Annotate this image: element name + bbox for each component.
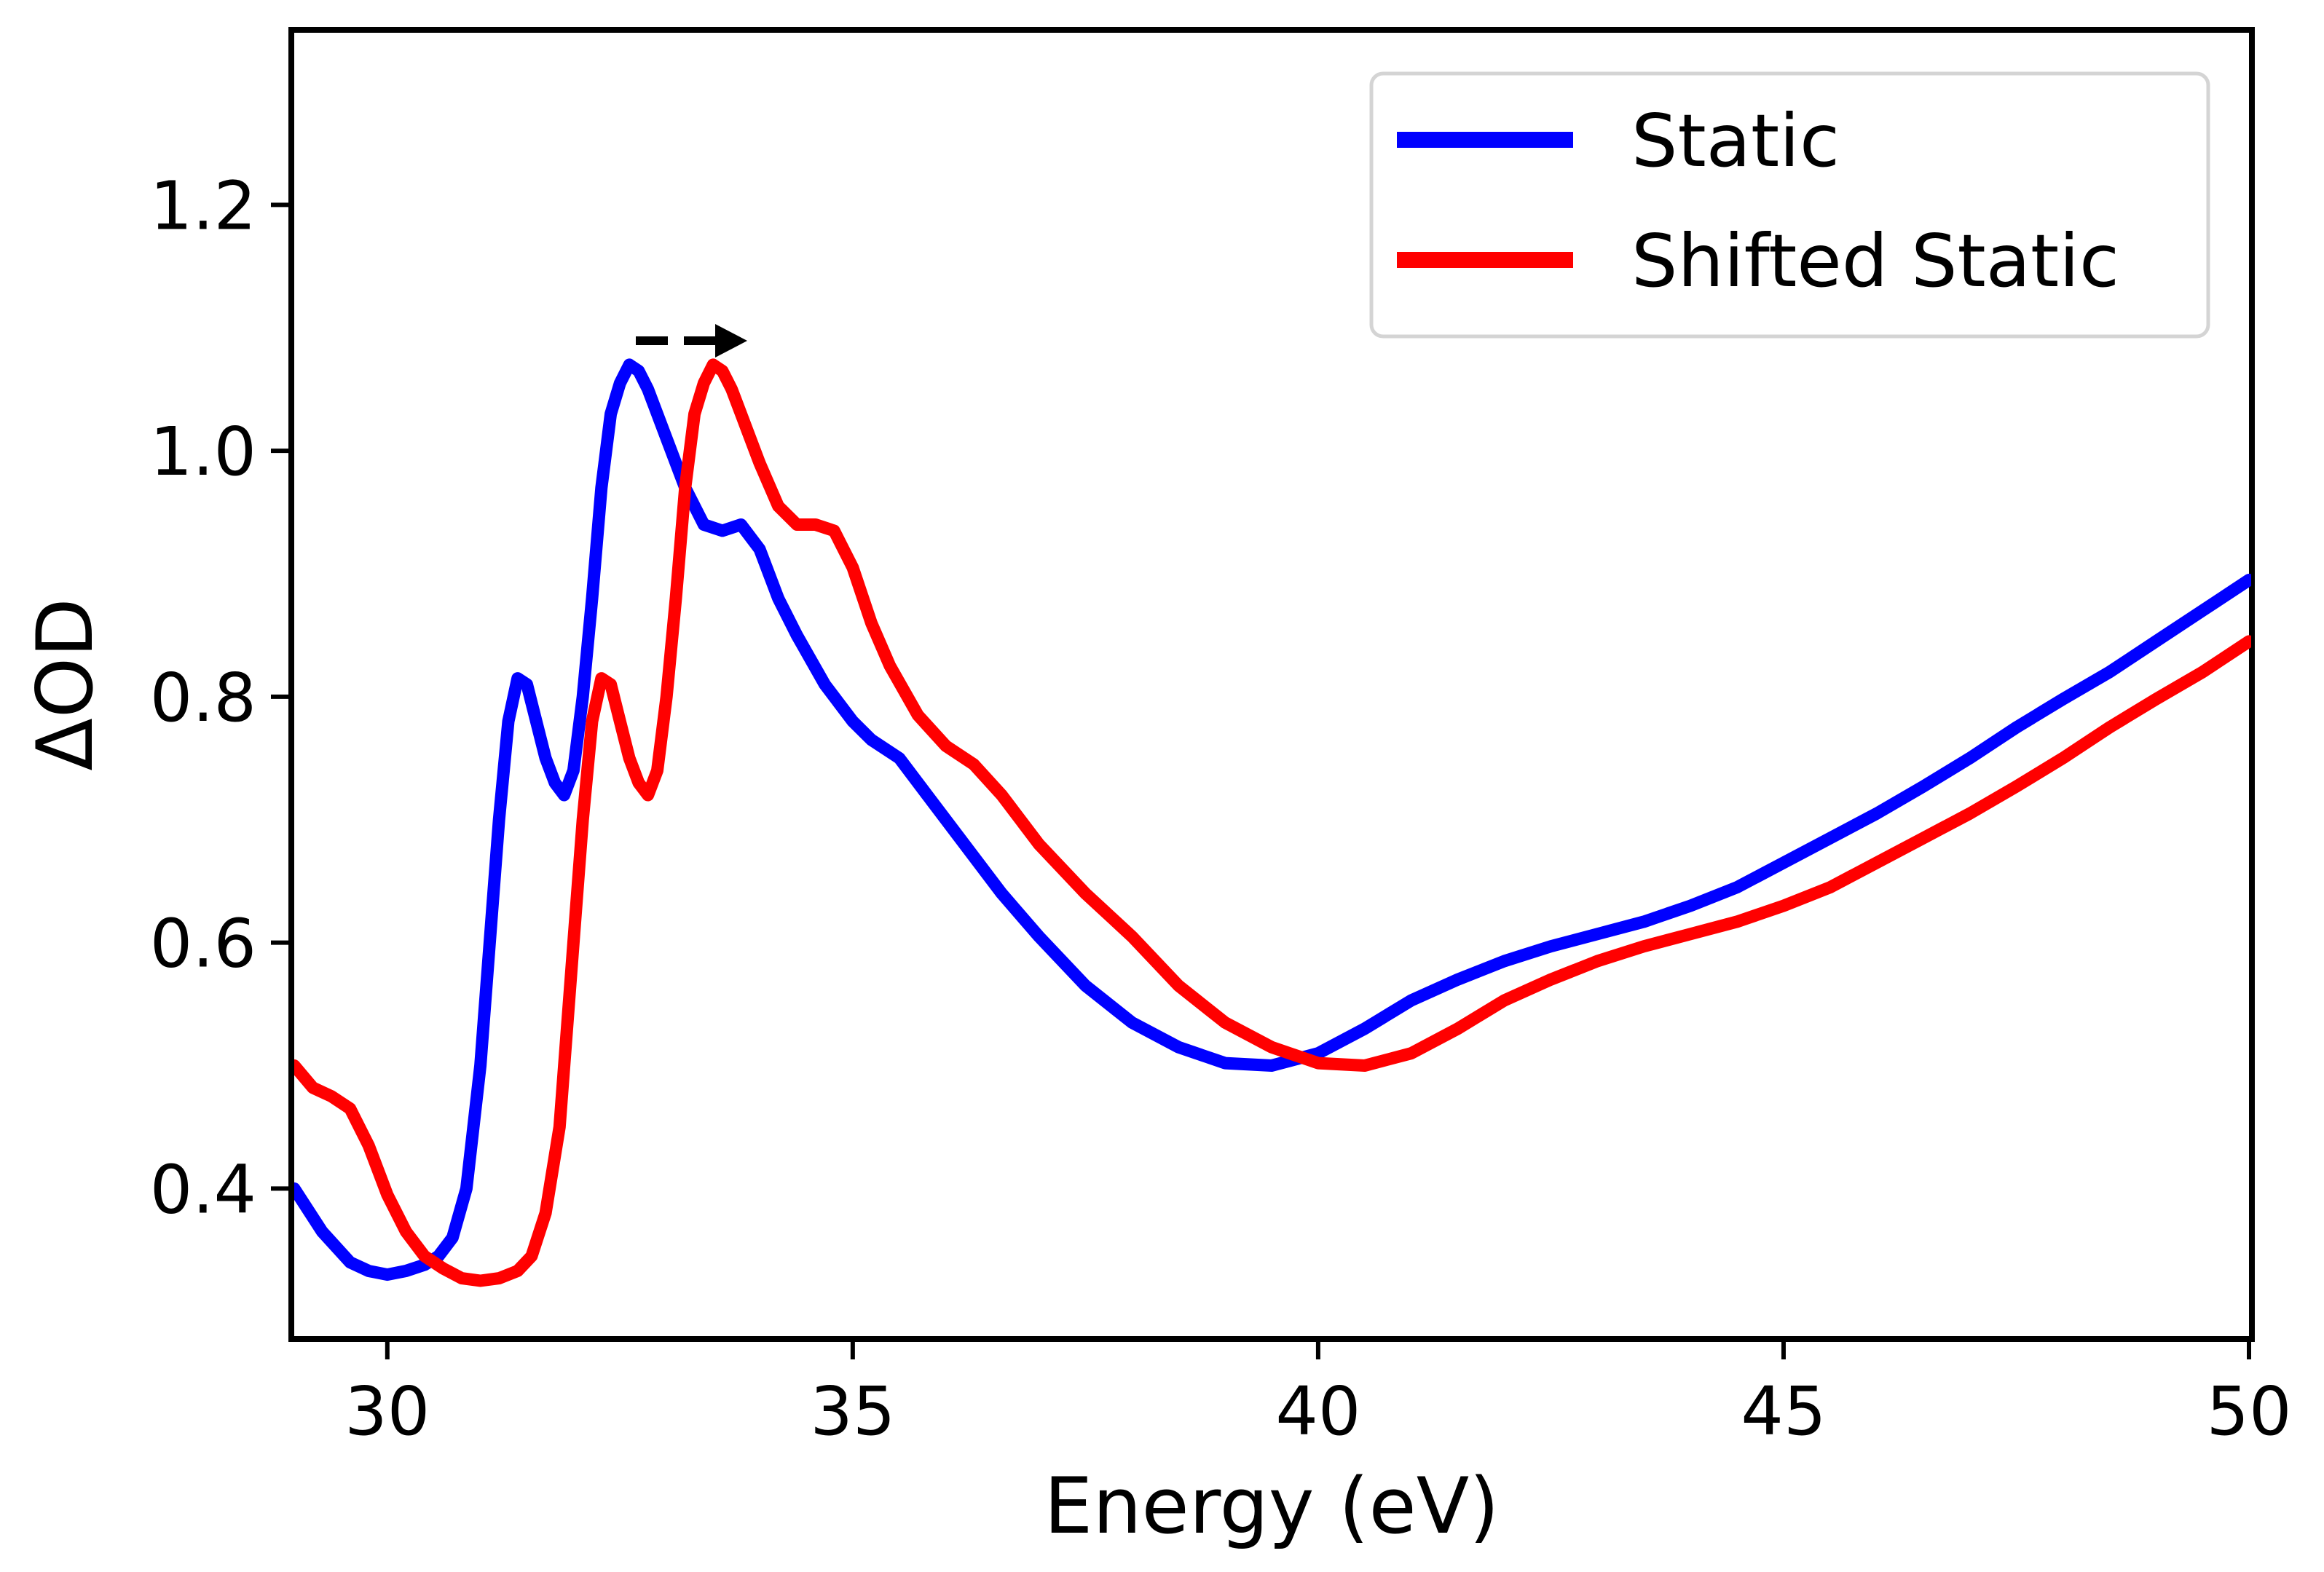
legend: Static Shifted Static <box>1369 71 2210 339</box>
shift-arrow-head <box>715 324 747 358</box>
y-tick-label: 0.6 <box>150 905 256 983</box>
legend-label-shifted-static: Shifted Static <box>1631 218 2119 304</box>
series-line-static <box>294 358 2251 1281</box>
shift-arrow-annotation <box>636 324 747 358</box>
x-tick-label: 45 <box>1741 1372 1826 1450</box>
x-tick-label: 50 <box>2206 1372 2291 1450</box>
y-axis-ticks: 0.4 0.6 0.8 1.0 1.2 <box>150 167 291 1228</box>
y-tick-label: 1.2 <box>150 167 256 245</box>
y-tick-label: 1.0 <box>150 413 256 491</box>
x-axis-label: Energy (eV) <box>1044 1461 1499 1551</box>
legend-box <box>1369 71 2210 339</box>
y-tick-label: 0.4 <box>150 1150 256 1228</box>
x-tick-label: 30 <box>344 1372 430 1450</box>
y-tick-label: 0.8 <box>150 659 256 737</box>
series-line-shifted-static <box>294 358 2251 1287</box>
legend-label-static: Static <box>1631 98 1840 183</box>
x-tick-label: 40 <box>1275 1372 1360 1450</box>
y-axis-label: ΔOD <box>20 598 110 771</box>
series-layer <box>294 358 2251 1287</box>
x-axis-ticks: 30 35 40 45 50 <box>344 1339 2292 1450</box>
x-tick-label: 35 <box>810 1372 895 1450</box>
